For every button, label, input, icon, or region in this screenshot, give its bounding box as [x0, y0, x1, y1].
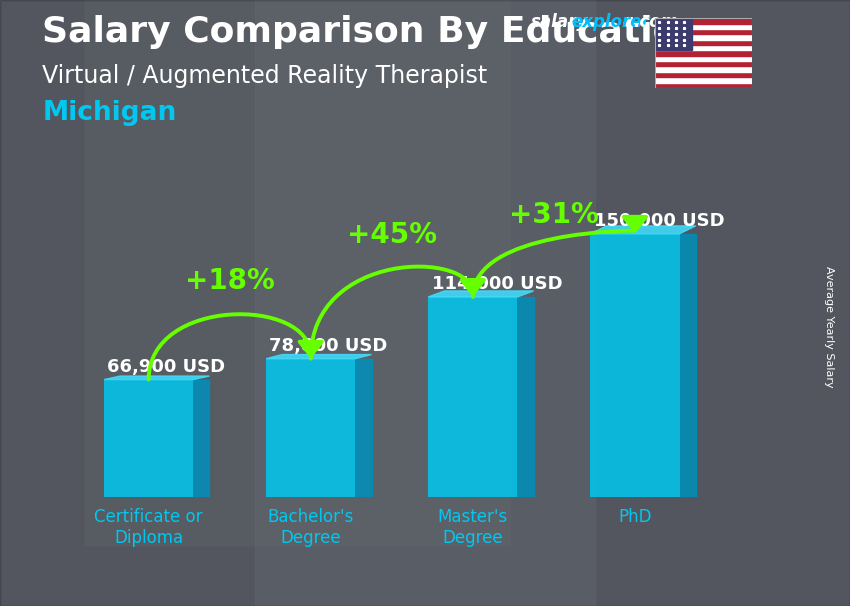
Polygon shape [518, 297, 534, 497]
FancyBboxPatch shape [591, 234, 679, 497]
Text: 66,900 USD: 66,900 USD [107, 358, 225, 376]
Bar [85, 0, 510, 545]
FancyBboxPatch shape [428, 297, 518, 497]
FancyArrowPatch shape [149, 315, 322, 379]
Polygon shape [679, 234, 695, 497]
Text: Salary Comparison By Education: Salary Comparison By Education [42, 15, 704, 49]
Polygon shape [355, 359, 371, 497]
Bar [654, 72, 752, 77]
Bar [654, 45, 752, 50]
Bar [654, 56, 752, 61]
Bar [654, 67, 752, 72]
Text: 150,000 USD: 150,000 USD [593, 211, 724, 230]
FancyArrowPatch shape [311, 267, 484, 359]
Text: 114,000 USD: 114,000 USD [432, 275, 562, 293]
FancyBboxPatch shape [266, 359, 355, 497]
Polygon shape [591, 226, 695, 234]
Bar [654, 82, 752, 88]
Text: +45%: +45% [347, 221, 437, 248]
Text: Virtual / Augmented Reality Therapist: Virtual / Augmented Reality Therapist [42, 64, 488, 88]
Text: Michigan: Michigan [42, 100, 177, 126]
FancyArrowPatch shape [473, 217, 646, 297]
Polygon shape [193, 379, 209, 497]
Text: salary: salary [531, 13, 588, 32]
FancyBboxPatch shape [104, 379, 193, 497]
Bar [654, 29, 752, 35]
Text: +18%: +18% [184, 267, 275, 295]
Bar [654, 18, 692, 50]
Bar [654, 18, 752, 24]
Text: .com: .com [633, 13, 678, 32]
Polygon shape [104, 376, 209, 379]
Bar [654, 77, 752, 82]
Bar [654, 35, 752, 39]
Bar [654, 39, 752, 45]
Polygon shape [266, 355, 371, 359]
Text: Average Yearly Salary: Average Yearly Salary [824, 267, 834, 388]
Text: explorer: explorer [571, 13, 650, 32]
Text: 78,800 USD: 78,800 USD [269, 337, 388, 355]
Polygon shape [428, 291, 534, 297]
Bar [654, 50, 752, 56]
Text: +31%: +31% [509, 201, 598, 228]
Bar [255, 0, 595, 606]
Bar [654, 24, 752, 29]
Bar [654, 61, 752, 67]
